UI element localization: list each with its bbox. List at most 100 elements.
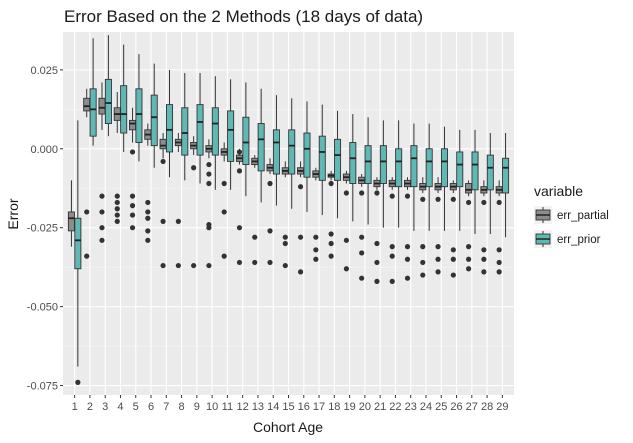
outlier-point bbox=[114, 212, 120, 218]
outlier-point bbox=[435, 244, 441, 250]
box-iqr bbox=[257, 123, 265, 172]
outlier-point bbox=[496, 199, 502, 206]
outlier-point bbox=[114, 193, 120, 199]
box-err_prior-22 bbox=[395, 120, 403, 228]
outlier-point bbox=[466, 244, 472, 250]
box-err_partial-9 bbox=[190, 136, 198, 269]
box-err_partial-8 bbox=[174, 133, 182, 269]
plot-area bbox=[63, 32, 514, 395]
box-err_prior-8 bbox=[181, 73, 189, 181]
box-err_prior-3 bbox=[104, 35, 112, 137]
x-tick-label: 29 bbox=[496, 401, 508, 413]
outlier-point bbox=[420, 272, 426, 278]
outlier-point bbox=[206, 171, 212, 177]
outlier-point bbox=[404, 275, 411, 281]
box-err_partial-29 bbox=[495, 180, 503, 275]
box-err_prior-12 bbox=[242, 82, 250, 197]
x-tick-label: 2 bbox=[87, 401, 93, 413]
outlier-point bbox=[129, 225, 136, 231]
outlier-point bbox=[435, 196, 441, 202]
outlier-point bbox=[466, 266, 472, 272]
x-tick-label: 1 bbox=[72, 401, 78, 413]
outlier-point bbox=[343, 190, 349, 196]
x-tick-label: 6 bbox=[148, 401, 154, 413]
x-tick-label: 9 bbox=[194, 401, 200, 413]
outlier-point bbox=[236, 225, 243, 231]
box-err_prior-14 bbox=[272, 95, 280, 206]
box-err_prior-11 bbox=[227, 79, 235, 190]
x-tick-label: 15 bbox=[282, 401, 294, 413]
outlier-point bbox=[481, 199, 487, 206]
outlier-point bbox=[328, 240, 334, 247]
box-iqr bbox=[74, 217, 82, 270]
outlier-point bbox=[191, 262, 197, 269]
outlier-point bbox=[175, 218, 181, 224]
outlier-point bbox=[145, 215, 151, 221]
box-iqr bbox=[379, 145, 387, 184]
outlier-point bbox=[328, 253, 334, 259]
box-err_partial-5 bbox=[129, 107, 137, 231]
box-err_partial-28 bbox=[480, 180, 488, 275]
box-iqr bbox=[150, 94, 158, 147]
outlier-point bbox=[99, 225, 105, 231]
legend-item-err_prior: err_prior bbox=[534, 230, 601, 248]
box-iqr bbox=[465, 183, 473, 194]
box-iqr bbox=[196, 104, 204, 156]
x-tick-label: 18 bbox=[328, 401, 340, 413]
x-tick-label: 5 bbox=[133, 401, 139, 413]
outlier-point bbox=[145, 237, 151, 243]
outlier-point bbox=[359, 250, 365, 256]
outlier-point bbox=[129, 203, 136, 209]
box-iqr bbox=[227, 110, 235, 162]
box-err_prior-5 bbox=[135, 54, 143, 162]
box-iqr bbox=[440, 148, 448, 188]
outlier-point bbox=[236, 149, 243, 155]
box-iqr bbox=[98, 97, 106, 115]
legend-title: variable bbox=[534, 183, 583, 199]
outlier-point bbox=[114, 199, 120, 206]
x-tick-label: 24 bbox=[420, 401, 432, 413]
outlier-point bbox=[389, 253, 395, 259]
y-axis-label: Error bbox=[5, 198, 21, 229]
box-err_partial-7 bbox=[159, 133, 167, 269]
box-err_partial-24 bbox=[419, 177, 427, 278]
outlier-point bbox=[99, 237, 105, 243]
outlier-point bbox=[282, 240, 288, 247]
box-err_prior-23 bbox=[410, 123, 418, 231]
y-tick-label: 0.025 bbox=[30, 65, 58, 77]
box-iqr bbox=[120, 85, 128, 134]
outlier-point bbox=[450, 196, 456, 202]
outlier-point bbox=[129, 149, 136, 155]
box-err_prior-17 bbox=[318, 104, 326, 216]
outlier-point bbox=[374, 278, 380, 284]
outlier-point bbox=[359, 190, 365, 196]
outlier-point bbox=[481, 256, 487, 262]
outlier-point bbox=[313, 247, 319, 253]
outlier-point bbox=[404, 193, 411, 199]
outlier-point bbox=[496, 247, 502, 253]
outlier-point bbox=[84, 253, 90, 259]
outlier-point bbox=[297, 184, 304, 190]
box-iqr bbox=[425, 148, 433, 188]
legend-label: err_partial bbox=[557, 210, 609, 222]
box-err_prior-4 bbox=[120, 44, 128, 152]
outlier-point bbox=[191, 165, 197, 171]
box-err_prior-6 bbox=[150, 63, 158, 168]
outlier-point bbox=[221, 209, 227, 215]
box-err_prior-19 bbox=[349, 114, 357, 222]
box-err_partial-6 bbox=[144, 123, 152, 243]
box-series bbox=[67, 35, 510, 385]
outlier-point bbox=[206, 262, 212, 269]
outlier-point bbox=[466, 199, 472, 206]
x-tick-label: 11 bbox=[222, 401, 233, 413]
outlier-point bbox=[343, 237, 349, 243]
box-err_partial-25 bbox=[434, 177, 442, 275]
box-err_prior-20 bbox=[364, 117, 372, 225]
legend-label: err_prior bbox=[557, 234, 601, 246]
legend: variable err_partial err_prior bbox=[534, 183, 609, 248]
outlier-point bbox=[160, 218, 166, 224]
outlier-point bbox=[206, 161, 212, 168]
box-err_prior-9 bbox=[196, 73, 204, 184]
outlier-point bbox=[160, 158, 166, 165]
box-iqr bbox=[364, 145, 372, 184]
